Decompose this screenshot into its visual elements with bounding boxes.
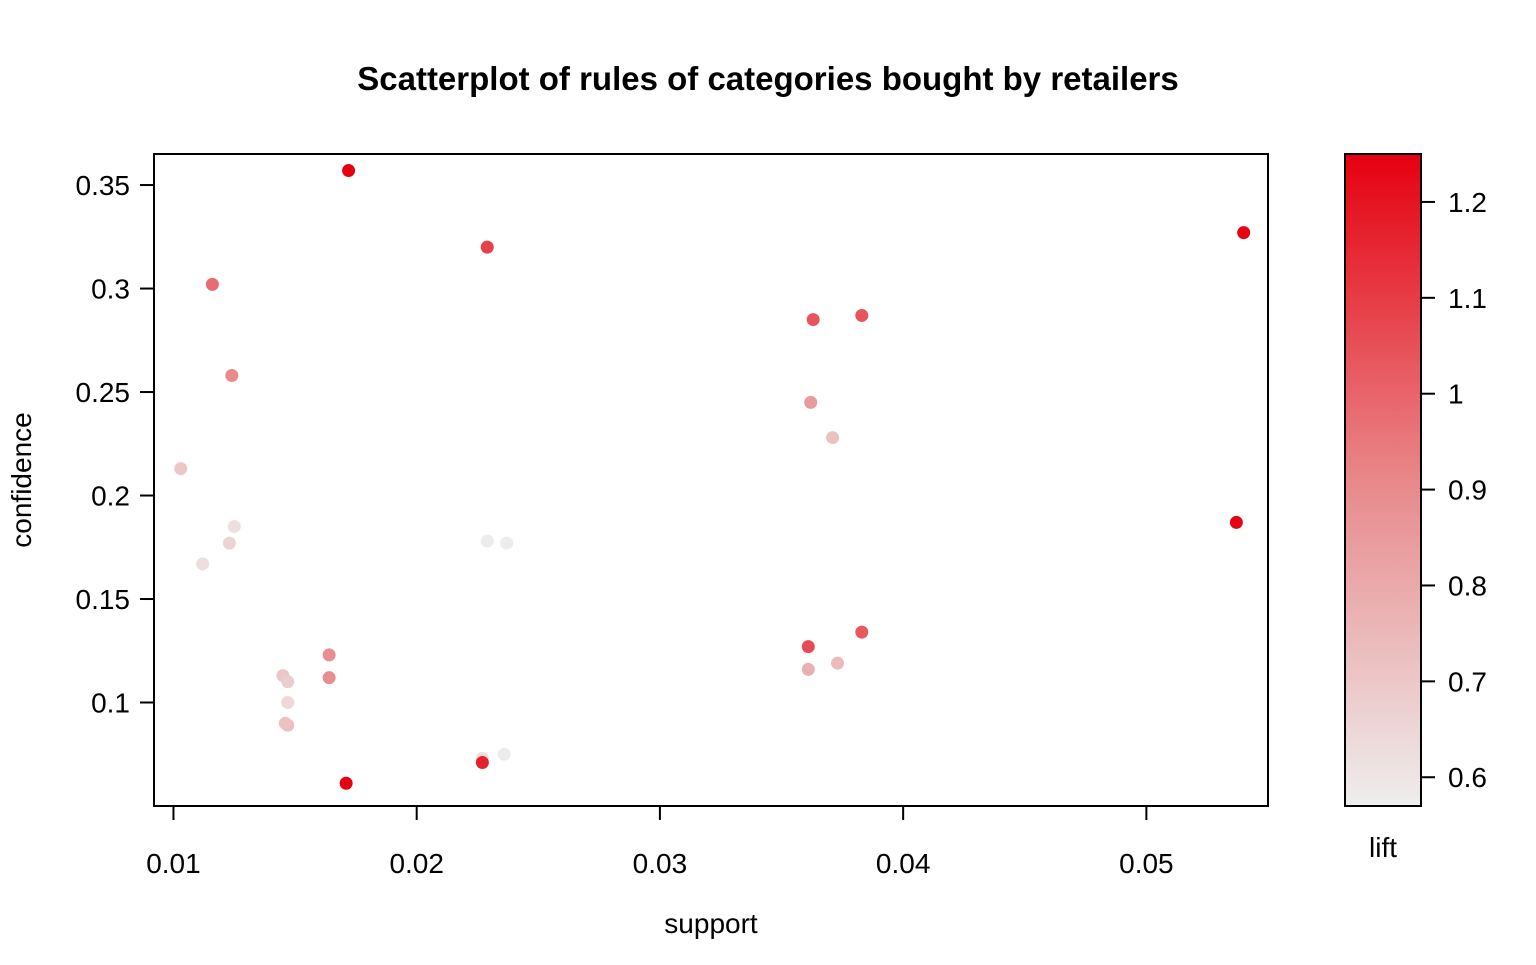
colorbar-tick-label: 1.1 <box>1448 283 1487 314</box>
rule-point <box>227 520 241 534</box>
rule-point <box>205 277 219 291</box>
colorbar-tick-label: 1.2 <box>1448 187 1487 218</box>
colorbar-tick-label: 0.9 <box>1448 475 1487 506</box>
rule-point <box>281 696 295 710</box>
x-axis-label: support <box>664 908 758 939</box>
y-axis-label: confidence <box>6 412 37 547</box>
colorbar-tick-label: 1 <box>1448 379 1464 410</box>
rule-point <box>339 776 353 790</box>
y-tick-label: 0.1 <box>91 688 130 719</box>
x-tick-label: 0.03 <box>633 848 688 879</box>
y-tick-label: 0.25 <box>76 377 131 408</box>
y-tick-label: 0.3 <box>91 274 130 305</box>
x-tick-label: 0.02 <box>389 848 444 879</box>
rule-point <box>830 656 844 670</box>
rule-point <box>1229 515 1243 529</box>
rule-point <box>480 240 494 254</box>
rule-point <box>497 747 511 761</box>
colorbar-tick-label: 0.7 <box>1448 666 1487 697</box>
rule-point <box>801 662 815 676</box>
colorbar-ticks: 0.6 0.7 0.8 0.9 1 1.1 1.2 <box>1421 187 1487 793</box>
rule-point <box>222 536 236 550</box>
y-tick-label: 0.15 <box>76 584 131 615</box>
x-tick-label: 0.04 <box>876 848 931 879</box>
colorbar-gradient <box>1345 154 1421 806</box>
rule-point <box>1237 226 1251 240</box>
rule-point <box>322 648 336 662</box>
rule-point <box>225 368 239 382</box>
rule-point <box>801 640 815 654</box>
rule-point <box>480 534 494 548</box>
plot-area <box>153 153 1269 807</box>
x-tick-label: 0.05 <box>1119 848 1174 879</box>
colorbar-label: lift <box>1369 832 1397 863</box>
x-tick-label: 0.01 <box>146 848 201 879</box>
y-axis: 0.1 0.15 0.2 0.25 0.3 0.35 <box>76 170 154 719</box>
rule-point <box>322 671 336 685</box>
lift-colorbar: 0.6 0.7 0.8 0.9 1 1.1 1.2 lift <box>1344 153 1487 863</box>
points-layer <box>174 164 1251 790</box>
rule-point <box>855 308 869 322</box>
y-tick-label: 0.2 <box>91 481 130 512</box>
chart-title: Scatterplot of rules of categories bough… <box>357 60 1179 97</box>
rule-point <box>855 625 869 639</box>
rule-point <box>804 395 818 409</box>
colorbar-tick-label: 0.8 <box>1448 570 1487 601</box>
rule-point <box>342 164 356 178</box>
rule-point <box>196 557 210 571</box>
rule-point <box>806 313 820 327</box>
rule-point <box>475 756 489 770</box>
rule-point <box>826 431 840 445</box>
colorbar-frame <box>1344 153 1422 807</box>
rule-point <box>174 462 188 476</box>
colorbar-tick-label: 0.6 <box>1448 762 1487 793</box>
y-tick-label: 0.35 <box>76 170 131 201</box>
x-axis: 0.01 0.02 0.03 0.04 0.05 <box>146 805 1174 879</box>
rule-point <box>281 675 295 689</box>
plot-frame <box>153 153 1269 807</box>
rule-point <box>500 536 514 550</box>
rule-point <box>281 718 295 732</box>
